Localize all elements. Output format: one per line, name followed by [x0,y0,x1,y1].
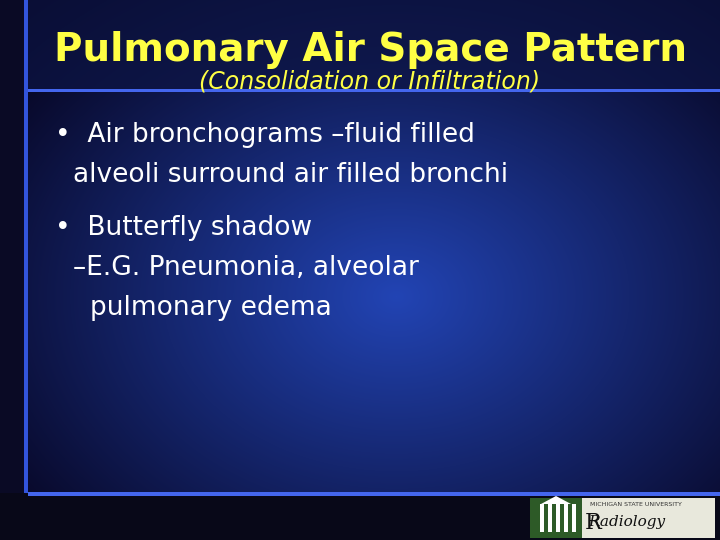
Text: alveoli surround air filled bronchi: alveoli surround air filled bronchi [73,162,508,188]
Text: pulmonary edema: pulmonary edema [90,295,332,321]
Text: –E.G. Pneumonia, alveolar: –E.G. Pneumonia, alveolar [73,255,419,281]
Bar [572,504,576,532]
Text: Pulmonary Air Space Pattern: Pulmonary Air Space Pattern [53,31,686,69]
Bar [24,0,28,493]
Bar [0,493,720,540]
Text: •  Air bronchograms –fluid filled: • Air bronchograms –fluid filled [55,122,475,148]
Text: (Consolidation or Infiltration): (Consolidation or Infiltration) [199,70,541,94]
Bar [530,498,715,538]
Bar [0,0,28,540]
Bar [556,504,560,532]
Text: Radiology: Radiology [588,515,665,529]
Text: •  Butterfly shadow: • Butterfly shadow [55,215,312,241]
Text: R: R [585,512,602,534]
Bar [548,504,552,532]
Polygon shape [541,496,571,504]
Bar [28,0,720,90]
Bar [564,504,568,532]
Bar [28,492,720,496]
Bar [540,504,544,532]
Bar [530,498,582,538]
Bar [28,89,720,92]
Text: MICHIGAN STATE UNIVERSITY: MICHIGAN STATE UNIVERSITY [590,502,682,507]
